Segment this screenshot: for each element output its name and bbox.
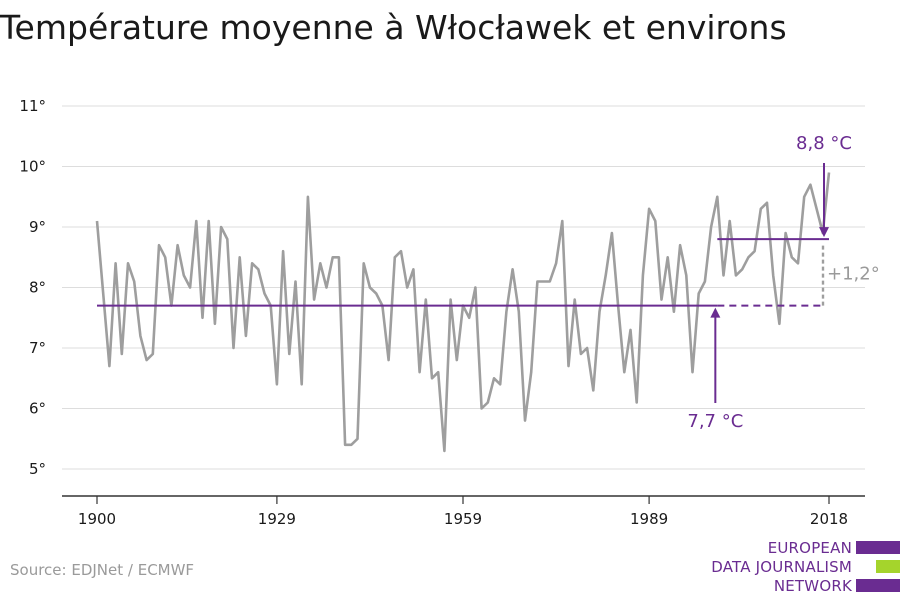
series-layer: [95, 172, 831, 453]
high-value-label: 8,8 °C: [796, 133, 852, 154]
chart-title: Température moyenne à Włocławek et envir…: [0, 8, 787, 47]
low-value-label: 7,7 °C: [687, 411, 743, 432]
logo-bar-purple-bottom: [856, 579, 900, 592]
x-tick-label: 2018: [810, 510, 848, 528]
grid-lines: [62, 105, 865, 470]
x-axis: 1900 1929 1959 1989 2018: [62, 495, 865, 528]
x-tick-label: 1929: [258, 510, 296, 528]
x-tick-label: 1989: [630, 510, 668, 528]
y-tick-label: 9°: [29, 218, 46, 236]
y-axis-ticks: 5° 6° 7° 8° 9° 10° 11°: [19, 97, 46, 478]
logo-line-3: NETWORK: [773, 577, 852, 595]
high-arrow-head: [819, 227, 829, 238]
low-arrow-head: [710, 307, 721, 318]
logo-bar-green: [876, 560, 900, 573]
y-tick-label: 10°: [19, 158, 46, 176]
y-tick-label: 11°: [19, 97, 46, 115]
reference-lines: [97, 238, 829, 307]
source-note: Source: EDJNet / ECMWF: [10, 561, 195, 579]
temperature-series-line: [95, 172, 831, 453]
x-tick-label: 1900: [78, 510, 116, 528]
x-tick-label: 1959: [444, 510, 482, 528]
y-tick-label: 8°: [29, 279, 46, 297]
edjnet-logo: EUROPEAN DATA JOURNALISM NETWORK: [700, 538, 900, 596]
y-tick-label: 5°: [29, 460, 46, 478]
logo-bar-purple-top: [856, 541, 900, 554]
difference-label: +1,2°: [827, 263, 880, 284]
logo-line-2: DATA JOURNALISM: [711, 558, 852, 576]
y-tick-label: 7°: [29, 339, 46, 357]
logo-line-1: EUROPEAN: [767, 539, 852, 557]
annotations: +1,2° 7,7 °C 8,8 °C: [687, 133, 879, 432]
y-tick-label: 6°: [29, 400, 46, 418]
